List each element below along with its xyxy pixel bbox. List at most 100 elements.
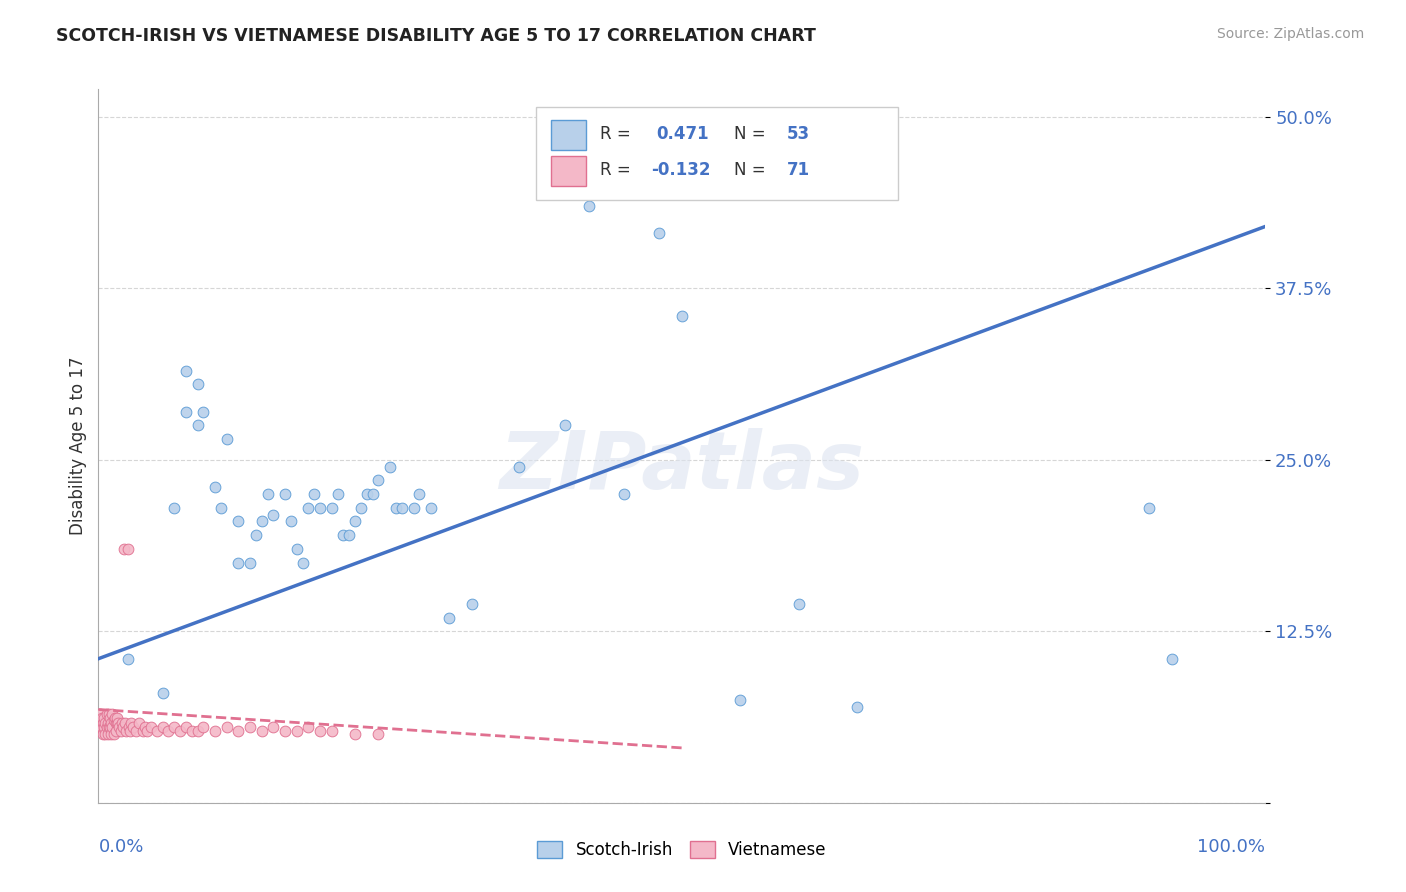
Point [94, 727, 117, 741]
Point [90, 720, 112, 734]
Point [367, 727, 389, 741]
Point [508, 459, 530, 474]
Point [239, 556, 262, 570]
Point [461, 597, 484, 611]
Point [117, 541, 139, 556]
Point [361, 487, 384, 501]
FancyBboxPatch shape [551, 120, 586, 150]
Point [97, 720, 120, 734]
Point [730, 693, 752, 707]
Point [100, 727, 122, 741]
Point [91, 727, 114, 741]
Point [204, 724, 226, 739]
Point [332, 528, 354, 542]
Point [104, 711, 127, 725]
Point [97, 727, 120, 741]
Point [297, 500, 319, 515]
Point [96, 720, 118, 734]
Point [304, 487, 326, 501]
Point [174, 720, 197, 734]
Point [115, 724, 138, 739]
Point [193, 720, 215, 734]
Point [391, 500, 413, 515]
Point [350, 500, 373, 515]
Point [117, 651, 139, 665]
Point [118, 724, 141, 739]
Text: 53: 53 [787, 125, 810, 143]
Point [114, 716, 136, 731]
Point [228, 515, 250, 529]
FancyBboxPatch shape [551, 155, 586, 186]
Point [146, 724, 169, 739]
Point [274, 487, 297, 501]
Point [193, 405, 215, 419]
Point [103, 727, 125, 741]
Point [378, 459, 402, 474]
Point [101, 706, 124, 721]
Point [120, 716, 142, 731]
Point [250, 515, 273, 529]
Point [256, 487, 278, 501]
Point [647, 227, 669, 241]
Y-axis label: Disability Age 5 to 17: Disability Age 5 to 17 [69, 357, 87, 535]
Point [90, 711, 112, 725]
Point [285, 541, 308, 556]
Text: -0.132: -0.132 [651, 161, 711, 178]
Point [100, 716, 122, 731]
Text: R =: R = [600, 161, 637, 178]
Point [671, 309, 693, 323]
Point [578, 199, 600, 213]
Point [139, 720, 162, 734]
Point [228, 556, 250, 570]
Point [103, 714, 125, 728]
FancyBboxPatch shape [536, 107, 898, 200]
Point [174, 363, 197, 377]
Point [187, 377, 209, 392]
Point [97, 716, 120, 731]
Point [98, 720, 121, 734]
Point [187, 418, 209, 433]
Point [90, 720, 112, 734]
Point [107, 716, 129, 731]
Point [356, 487, 378, 501]
Point [152, 686, 174, 700]
Point [239, 720, 262, 734]
Point [321, 500, 343, 515]
Text: 0.471: 0.471 [657, 125, 709, 143]
Point [110, 724, 132, 739]
Point [91, 716, 114, 731]
Point [344, 515, 367, 529]
Point [250, 724, 273, 739]
Point [134, 720, 156, 734]
Point [262, 508, 284, 522]
Text: 0.0%: 0.0% [98, 838, 143, 856]
Point [1161, 651, 1184, 665]
Point [132, 724, 155, 739]
Point [157, 724, 180, 739]
Point [215, 720, 238, 734]
Point [612, 487, 634, 501]
Point [93, 720, 115, 734]
Point [96, 706, 118, 721]
Point [209, 500, 232, 515]
Point [344, 727, 367, 741]
Point [402, 500, 425, 515]
Point [1137, 500, 1160, 515]
Text: R =: R = [600, 125, 637, 143]
Point [297, 720, 319, 734]
Point [321, 724, 343, 739]
Point [408, 487, 430, 501]
Point [112, 541, 135, 556]
Point [93, 711, 115, 725]
Point [245, 528, 267, 542]
Point [309, 500, 332, 515]
Point [90, 714, 112, 728]
Point [89, 706, 111, 721]
Point [204, 480, 226, 494]
Point [554, 418, 576, 433]
Point [104, 724, 127, 739]
Point [125, 724, 148, 739]
Legend: Scotch-Irish, Vietnamese: Scotch-Irish, Vietnamese [530, 834, 834, 866]
Point [367, 473, 389, 487]
Point [337, 528, 360, 542]
